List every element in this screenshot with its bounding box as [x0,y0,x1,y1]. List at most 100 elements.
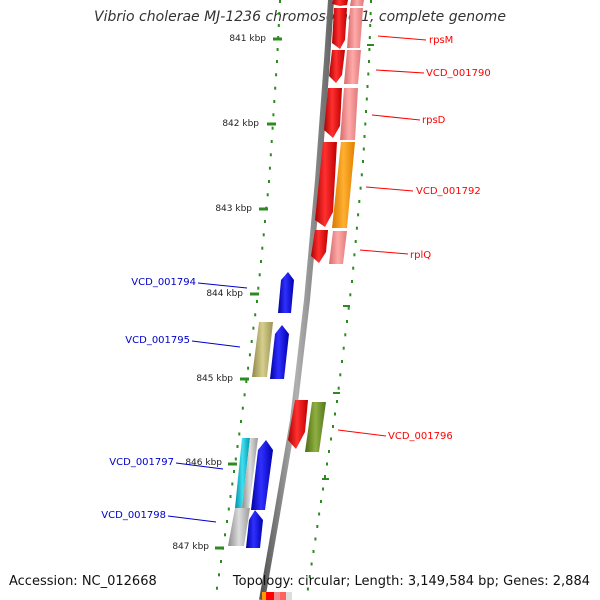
forward-strand-genes [288,0,348,449]
leader-VCD_001792 [365,186,414,192]
guide-dot [314,537,317,541]
guide-dot [268,180,270,183]
tick-label-843: 843 kbp [215,204,252,214]
outer-dotted-guide [306,0,374,591]
guide-dot [363,135,366,138]
guide-dot [324,475,326,478]
guide-dot [229,495,232,498]
gene-label-VCD_001792[interactable]: VCD_001792 [416,186,481,197]
reverse-strand-genes [246,272,294,548]
map-title: Vibrio cholerae MJ-1236 chromosome 1, co… [94,9,506,25]
guide-dot [360,173,363,177]
guide-dot [342,346,345,350]
guide-dot [344,333,347,337]
gene-label-VCD_001798[interactable]: VCD_001798 [101,510,166,521]
guide-dot [275,73,278,77]
gene-arrow-rplQ [311,230,328,263]
guide-dot [245,380,248,383]
guide-dot [330,437,332,441]
cog-block-rpsM-top [350,0,364,6]
guide-dot [366,85,369,88]
guide-dash [333,392,340,394]
gene-arrow-VCD_001792 [315,142,337,227]
leader-VCD_001795 [191,340,241,348]
guide-dot [277,24,280,27]
tick-label-847: 847 kbp [172,542,209,552]
cog-block-VCD_001797-cyan [235,438,250,508]
leader-VCD_001790 [375,69,425,74]
guide-dot [236,445,239,448]
cog-block-VCD_001796 [305,402,326,452]
leader-VCD_001796 [337,429,387,437]
right-gene-labels: rpsM VCD_001790 rpsD VCD_001792 rplQ VCD… [337,35,491,442]
guide-dot [264,220,266,223]
guide-dot [310,562,313,566]
guide-dot [224,533,226,537]
guide-dot [352,266,355,270]
guide-dot [316,525,319,528]
guide-dot [276,48,279,51]
left-gene-labels: VCD_001794 VCD_001795 VCD_001797 VCD_001… [101,277,248,523]
guide-dot [347,306,350,310]
guide-dot [353,253,356,257]
guide-dot [220,560,222,563]
guide-dot [365,97,368,101]
leader-rplQ [359,249,409,255]
leader-rpsD [371,114,421,121]
guide-dot [339,373,342,377]
bottom-gene-strip [262,592,292,600]
guide-dash [343,305,350,307]
cog-block-VCD_001795 [252,322,273,377]
gene-arrow-rpsM [332,8,347,49]
cog-ring-right [305,0,364,452]
guide-dot [260,260,262,263]
leader-VCD_001797 [175,462,224,470]
guide-dot [278,12,281,15]
cog-block-rplQ [329,231,347,264]
guide-dot [240,420,242,423]
guide-dot [320,500,322,503]
gene-label-VCD_001794[interactable]: VCD_001794 [131,277,196,288]
guide-dot [272,113,275,117]
leader-VCD_001794 [197,282,248,289]
guide-dot [358,200,361,203]
gene-label-VCD_001797[interactable]: VCD_001797 [109,457,174,468]
tick-label-841: 841 kbp [229,34,266,44]
guide-dot [369,24,372,27]
guide-dot [306,587,309,591]
gene-label-rplQ[interactable]: rplQ [410,250,431,261]
guide-dot [365,110,367,113]
guide-dot [368,48,371,51]
genome-summary-text: Topology: circular; Length: 3,149,584 bp… [232,574,590,589]
leader-VCD_001798 [167,515,217,523]
guide-dot [248,353,251,357]
gene-arrow-rpsM-top [332,0,348,6]
gene-label-VCD_001796[interactable]: VCD_001796 [388,431,453,442]
kbp-ticks: 841 kbp 842 kbp 843 kbp 844 kbp 845 kbp … [172,34,282,552]
gene-label-VCD_001795[interactable]: VCD_001795 [125,335,190,346]
guide-dot [252,326,255,330]
guide-dot [328,450,330,453]
accession-text: Accession: NC_012668 [9,574,157,589]
guide-dot [341,360,343,363]
guide-dot [254,313,257,317]
guide-dash [367,44,374,46]
guide-dot [270,140,273,143]
guide-dot [368,36,371,39]
guide-dot [326,462,328,466]
guide-dot [362,160,364,163]
guide-dot [271,126,274,130]
guide-dot [250,340,253,343]
guide-dot [261,246,264,250]
gene-label-VCD_001790[interactable]: VCD_001790 [426,68,491,79]
guide-dot [354,240,357,243]
inner-dotted-guide [216,0,281,590]
guide-dot [238,432,241,436]
cog-block-VCD_001792 [332,142,355,228]
gene-label-rpsM[interactable]: rpsM [429,35,453,46]
guide-dot [362,147,365,151]
chromosome-backbone [259,0,334,600]
gene-label-rpsD[interactable]: rpsD [422,115,446,126]
guide-dot [370,0,372,3]
